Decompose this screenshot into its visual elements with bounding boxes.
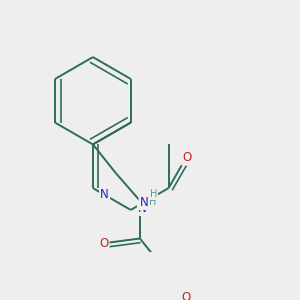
Text: O: O [182,291,191,300]
Text: N: N [138,202,147,215]
Text: H: H [149,196,156,206]
Text: N: N [140,196,148,209]
Text: N: N [100,188,109,201]
Text: O: O [182,152,192,164]
Text: O: O [99,237,108,250]
Text: H: H [150,189,157,199]
